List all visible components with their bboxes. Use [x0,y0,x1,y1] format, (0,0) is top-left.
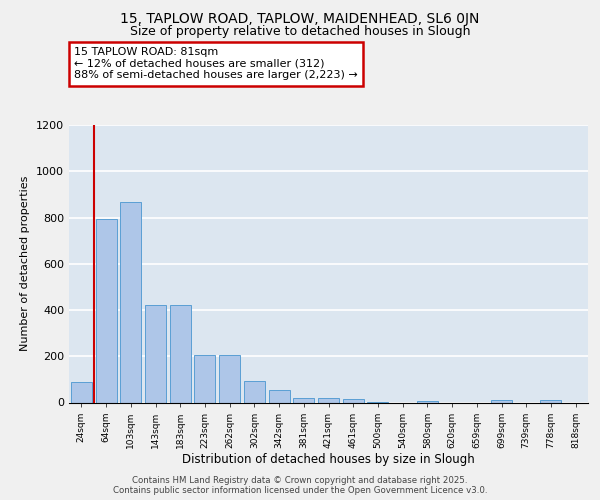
Bar [95,218,116,402]
Text: Contains HM Land Registry data © Crown copyright and database right 2025.
Contai: Contains HM Land Registry data © Crown c… [113,476,487,495]
Bar [170,306,191,402]
Bar [269,390,290,402]
Bar [219,355,240,403]
Bar [343,399,364,402]
Text: 15 TAPLOW ROAD: 81sqm
← 12% of detached houses are smaller (312)
88% of semi-det: 15 TAPLOW ROAD: 81sqm ← 12% of detached … [74,48,358,80]
Text: 15, TAPLOW ROAD, TAPLOW, MAIDENHEAD, SL6 0JN: 15, TAPLOW ROAD, TAPLOW, MAIDENHEAD, SL6… [121,12,479,26]
Y-axis label: Number of detached properties: Number of detached properties [20,176,31,352]
Bar [145,306,166,402]
Bar [120,202,141,402]
Bar [194,355,215,403]
Bar [71,382,92,402]
Bar [541,400,562,402]
Bar [417,400,438,402]
Bar [244,380,265,402]
Bar [318,398,339,402]
Bar [293,398,314,402]
Bar [491,400,512,402]
Text: Size of property relative to detached houses in Slough: Size of property relative to detached ho… [130,25,470,38]
X-axis label: Distribution of detached houses by size in Slough: Distribution of detached houses by size … [182,454,475,466]
